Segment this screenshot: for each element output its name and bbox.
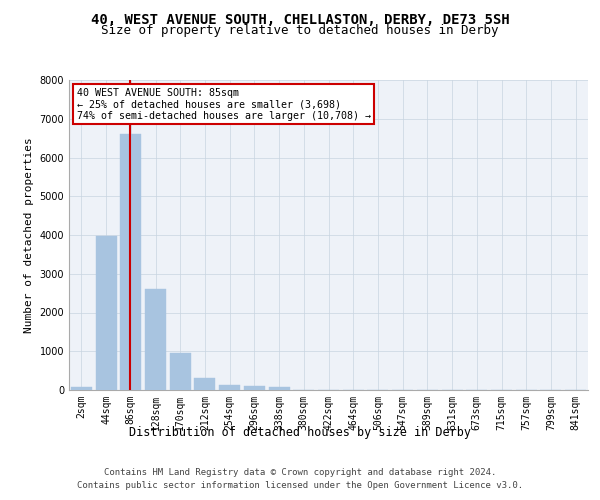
Bar	[120, 134, 141, 390]
Bar	[71, 388, 92, 390]
Text: 40 WEST AVENUE SOUTH: 85sqm
← 25% of detached houses are smaller (3,698)
74% of : 40 WEST AVENUE SOUTH: 85sqm ← 25% of det…	[77, 88, 371, 121]
Bar	[145, 289, 166, 390]
Bar	[244, 386, 265, 390]
Text: 40, WEST AVENUE SOUTH, CHELLASTON, DERBY, DE73 5SH: 40, WEST AVENUE SOUTH, CHELLASTON, DERBY…	[91, 12, 509, 26]
Text: Contains HM Land Registry data © Crown copyright and database right 2024.: Contains HM Land Registry data © Crown c…	[104, 468, 496, 477]
Text: Contains public sector information licensed under the Open Government Licence v3: Contains public sector information licen…	[77, 480, 523, 490]
Text: Size of property relative to detached houses in Derby: Size of property relative to detached ho…	[101, 24, 499, 37]
Bar	[269, 387, 290, 390]
Bar	[170, 353, 191, 390]
Bar	[194, 378, 215, 390]
Bar	[95, 236, 116, 390]
Text: Distribution of detached houses by size in Derby: Distribution of detached houses by size …	[129, 426, 471, 439]
Y-axis label: Number of detached properties: Number of detached properties	[24, 137, 34, 333]
Bar	[219, 385, 240, 390]
